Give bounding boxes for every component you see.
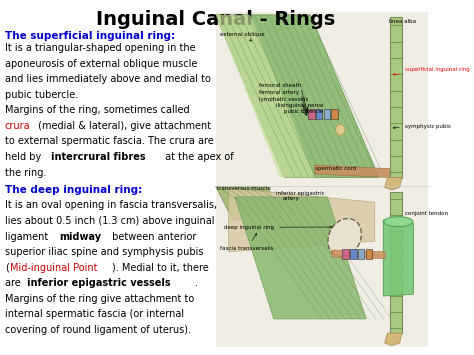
- Text: internal spermatic fascia (or internal: internal spermatic fascia (or internal: [5, 310, 184, 320]
- Polygon shape: [228, 188, 375, 252]
- FancyBboxPatch shape: [343, 249, 349, 259]
- Text: fascia transversalis: fascia transversalis: [220, 233, 273, 251]
- Text: inferior epigastric vessels: inferior epigastric vessels: [27, 278, 171, 288]
- Text: linea alba: linea alba: [389, 19, 416, 24]
- Text: (medial & lateral), give attachment: (medial & lateral), give attachment: [35, 121, 211, 131]
- Text: Mid-inguinal Point: Mid-inguinal Point: [9, 263, 97, 273]
- Ellipse shape: [384, 217, 413, 226]
- Text: held by: held by: [5, 152, 45, 162]
- FancyBboxPatch shape: [216, 12, 428, 187]
- Polygon shape: [332, 250, 385, 259]
- Text: at the apex of: at the apex of: [162, 152, 233, 162]
- FancyBboxPatch shape: [216, 187, 428, 347]
- Text: ligament: ligament: [5, 231, 51, 242]
- Text: spermatic cord: spermatic cord: [315, 166, 356, 171]
- Text: It is an oval opening in fascia transversalis,: It is an oval opening in fascia transver…: [5, 201, 217, 211]
- Text: between anterior: between anterior: [109, 231, 196, 242]
- Ellipse shape: [336, 125, 345, 135]
- Text: Inguinal Canal - Rings: Inguinal Canal - Rings: [96, 10, 335, 28]
- Text: femoral sheath: femoral sheath: [259, 83, 301, 88]
- Text: .: .: [195, 278, 198, 288]
- Polygon shape: [384, 333, 402, 345]
- Text: covering of round ligament of uterus).: covering of round ligament of uterus).: [5, 325, 191, 335]
- Ellipse shape: [328, 219, 361, 257]
- Text: deep inguinal ring: deep inguinal ring: [224, 225, 332, 230]
- Text: The superficial inguinal ring:: The superficial inguinal ring:: [5, 31, 175, 41]
- Text: are: are: [5, 278, 24, 288]
- Text: the ring.: the ring.: [5, 168, 46, 178]
- Text: crura: crura: [5, 121, 31, 131]
- FancyBboxPatch shape: [390, 192, 402, 333]
- Text: pubic tubercle: pubic tubercle: [284, 109, 324, 114]
- Text: It is a triangular-shaped opening in the: It is a triangular-shaped opening in the: [5, 43, 196, 53]
- Text: lies about 0.5 inch (1.3 cm) above inguinal: lies about 0.5 inch (1.3 cm) above ingui…: [5, 216, 215, 226]
- Polygon shape: [216, 186, 284, 220]
- Text: intercrural fibres: intercrural fibres: [51, 152, 146, 162]
- Text: to external spermatic fascia. The crura are: to external spermatic fascia. The crura …: [5, 136, 214, 147]
- Text: ilioinguinal nerve: ilioinguinal nerve: [276, 103, 323, 108]
- FancyBboxPatch shape: [324, 109, 330, 119]
- FancyBboxPatch shape: [390, 17, 402, 178]
- Text: Margins of the ring, sometimes called: Margins of the ring, sometimes called: [5, 105, 190, 115]
- Text: superficial inguinal ring: superficial inguinal ring: [393, 67, 470, 76]
- Text: (: (: [5, 263, 9, 273]
- Text: artery: artery: [283, 196, 299, 202]
- Text: The deep inguinal ring:: The deep inguinal ring:: [5, 185, 142, 195]
- Text: superior iliac spine and symphysis pubis: superior iliac spine and symphysis pubis: [5, 247, 203, 257]
- Text: conjoint tendon: conjoint tendon: [405, 211, 448, 215]
- Text: external oblique: external oblique: [220, 32, 264, 41]
- Text: pubic tubercle.: pubic tubercle.: [5, 90, 78, 100]
- Text: femoral artery: femoral artery: [259, 90, 299, 95]
- FancyBboxPatch shape: [350, 249, 356, 259]
- FancyBboxPatch shape: [316, 109, 322, 119]
- FancyBboxPatch shape: [331, 109, 338, 119]
- Text: inferior epigastric: inferior epigastric: [276, 191, 325, 196]
- Text: symphysis pubis: symphysis pubis: [393, 124, 451, 129]
- Polygon shape: [216, 15, 379, 178]
- Polygon shape: [216, 15, 315, 178]
- Text: midway: midway: [59, 231, 101, 242]
- Polygon shape: [383, 220, 413, 296]
- Polygon shape: [315, 165, 390, 178]
- Polygon shape: [384, 178, 402, 190]
- Text: lymphatic vessels: lymphatic vessels: [259, 97, 308, 102]
- FancyBboxPatch shape: [365, 249, 372, 259]
- Polygon shape: [235, 197, 366, 319]
- Text: and lies immediately above and medial to: and lies immediately above and medial to: [5, 74, 211, 84]
- Text: ). Medial to it, there: ). Medial to it, there: [112, 263, 209, 273]
- Text: Margins of the ring give attachment to: Margins of the ring give attachment to: [5, 294, 194, 304]
- Text: aponeurosis of external oblique muscle: aponeurosis of external oblique muscle: [5, 59, 197, 69]
- FancyBboxPatch shape: [358, 249, 365, 259]
- FancyBboxPatch shape: [308, 109, 315, 119]
- Text: transversus muscle: transversus muscle: [218, 186, 271, 191]
